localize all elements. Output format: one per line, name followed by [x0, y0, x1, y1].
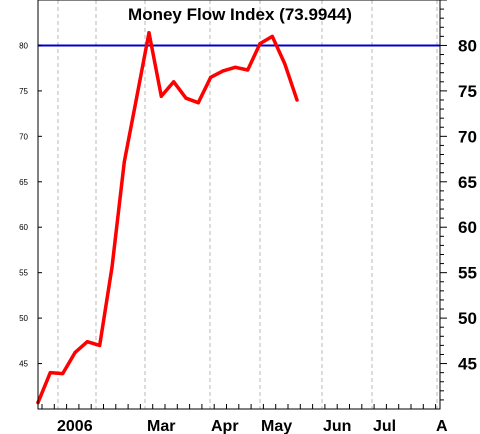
- x-tick-mar: Mar: [147, 418, 175, 434]
- y-left-tick-75: 75: [19, 87, 28, 96]
- y-right-tick-75: 75: [458, 82, 477, 101]
- data-point-17: [246, 68, 249, 71]
- data-point-20: [283, 62, 286, 65]
- data-point-19: [271, 35, 274, 38]
- x-tick-may: May: [261, 418, 292, 434]
- data-point-18: [258, 42, 261, 45]
- y-right-tick-65: 65: [458, 173, 477, 192]
- y-right-tick-80: 80: [458, 36, 477, 55]
- x-tick-a: A: [436, 418, 448, 434]
- y-left-tick-55: 55: [19, 269, 28, 278]
- data-point-16: [234, 66, 237, 69]
- data-point-3: [73, 351, 76, 354]
- x-tick-2006: 2006: [57, 418, 93, 434]
- y-right-tick-45: 45: [458, 355, 477, 374]
- data-point-13: [197, 101, 200, 104]
- data-point-10: [160, 95, 163, 98]
- y-right-tick-55: 55: [458, 264, 477, 283]
- y-right-tick-70: 70: [458, 127, 477, 146]
- x-tick-jun: Jun: [323, 418, 351, 434]
- data-point-5: [98, 344, 101, 347]
- data-point-6: [110, 266, 113, 269]
- y-right-tick-50: 50: [458, 309, 477, 328]
- data-point-1: [49, 371, 52, 374]
- y-left-tick-65: 65: [19, 178, 28, 187]
- data-point-9: [147, 31, 150, 34]
- chart-title: Money Flow Index (73.9944): [128, 5, 352, 24]
- data-point-21: [295, 98, 298, 101]
- data-point-12: [184, 97, 187, 100]
- x-tick-jul: Jul: [373, 418, 396, 434]
- x-tick-apr: Apr: [211, 418, 239, 434]
- data-point-2: [61, 372, 64, 375]
- data-point-7: [123, 160, 126, 163]
- data-point-4: [86, 340, 89, 343]
- data-point-15: [221, 69, 224, 72]
- data-point-14: [209, 76, 212, 79]
- y-left-tick-50: 50: [19, 314, 28, 323]
- y-left-tick-70: 70: [19, 132, 28, 141]
- data-point-11: [172, 80, 175, 83]
- y-left-tick-80: 80: [19, 41, 28, 50]
- y-right-tick-60: 60: [458, 218, 477, 237]
- y-left-tick-45: 45: [19, 360, 28, 369]
- data-point-8: [135, 96, 138, 99]
- y-left-tick-60: 60: [19, 223, 28, 232]
